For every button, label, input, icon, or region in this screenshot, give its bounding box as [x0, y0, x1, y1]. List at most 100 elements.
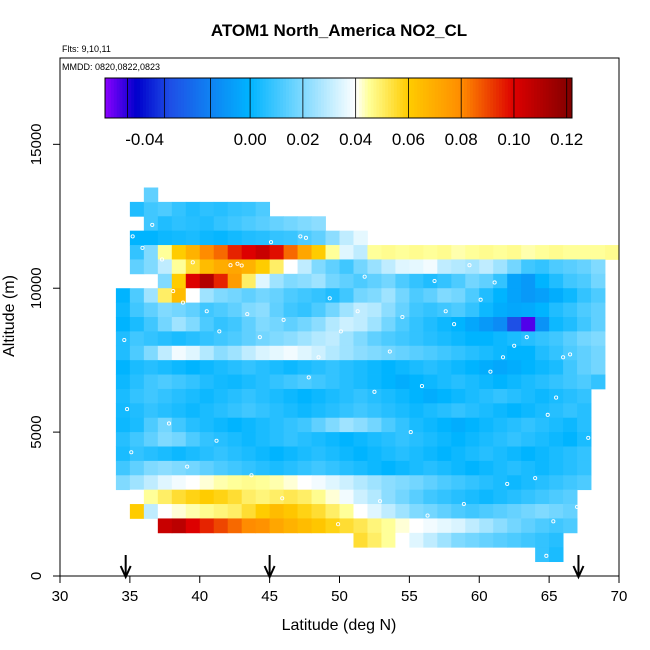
flight-point — [338, 329, 343, 334]
heatmap-cell — [493, 475, 508, 491]
flight-point — [280, 496, 285, 501]
heatmap-cell — [451, 302, 466, 318]
heatmap-cell — [143, 331, 159, 347]
colorbar-segment — [285, 78, 290, 118]
heatmap-cell — [129, 504, 145, 519]
colorbar-segment — [566, 78, 570, 118]
heatmap-cell — [115, 403, 131, 419]
heatmap-cell — [227, 388, 243, 404]
colorbar-segment — [455, 78, 459, 118]
heatmap-cell — [255, 245, 271, 260]
colorbar-segment — [452, 78, 456, 118]
heatmap-cell — [577, 446, 592, 462]
heatmap-cell — [115, 360, 131, 375]
colorbar-segment — [370, 78, 375, 118]
flight-point — [478, 297, 483, 302]
colorbar-segment — [376, 78, 380, 118]
heatmap-cell — [325, 446, 340, 462]
colorbar-segment — [461, 78, 465, 118]
colorbar-segment — [131, 78, 135, 118]
colorbar-segment — [536, 78, 541, 118]
heatmap-cell — [255, 360, 271, 375]
heatmap-cell — [255, 331, 271, 347]
heatmap-cell — [381, 374, 396, 390]
flight-point — [400, 314, 405, 320]
heatmap-cell — [409, 273, 424, 289]
heatmap-cell — [563, 288, 578, 304]
flight-point — [568, 352, 573, 357]
heatmap-cell — [535, 518, 550, 534]
x-axis: 30 35 40 45 50 55 60 65 70 — [52, 576, 627, 605]
heatmap-cell — [465, 403, 480, 419]
heatmap-cell — [395, 259, 410, 275]
heatmap-cell — [465, 273, 480, 289]
heatmap-cell — [465, 345, 480, 361]
heatmap-cell — [563, 259, 578, 275]
heatmap-cell — [549, 432, 564, 447]
heatmap-cell — [591, 302, 606, 318]
colorbar-segment — [180, 78, 185, 118]
heatmap-cell — [157, 201, 173, 217]
heatmap-cell — [185, 460, 201, 476]
heatmap-cell — [423, 245, 438, 260]
heatmap-cell — [269, 345, 284, 361]
heatmap-cell — [213, 216, 229, 232]
heatmap-cell — [283, 331, 298, 347]
colorbar-segment — [160, 78, 164, 118]
heatmap-cell — [409, 374, 424, 390]
heatmap-cell — [451, 489, 466, 505]
heatmap-cell — [507, 302, 522, 318]
heatmap-cell — [591, 288, 606, 304]
heatmap-cell — [353, 532, 368, 548]
colorbar-segment — [116, 78, 121, 118]
heatmap-cell — [507, 403, 522, 419]
heatmap-cell — [437, 288, 452, 304]
heatmap-cell — [353, 446, 368, 462]
heatmap-cell — [507, 446, 522, 462]
heatmap-cell — [129, 446, 145, 462]
heatmap-cell — [129, 360, 145, 375]
colorbar-segment — [166, 78, 170, 118]
heatmap-cell — [255, 460, 271, 476]
heatmap-cell — [479, 403, 494, 419]
heatmap-cell — [437, 403, 452, 419]
heatmap-cell — [115, 460, 131, 476]
heatmap-cell — [185, 518, 201, 534]
heatmap-cell — [297, 331, 312, 347]
heatmap-cell — [339, 518, 354, 534]
heatmap-cell — [171, 504, 187, 519]
heatmap-cell — [367, 432, 382, 447]
heatmap-cell — [395, 417, 410, 433]
colorbar-segment — [227, 78, 232, 118]
colorbar-segment — [145, 78, 150, 118]
heatmap-cell — [185, 331, 201, 347]
heatmap-cell — [521, 532, 536, 548]
heatmap-cell — [129, 403, 145, 419]
heatmap-cell — [395, 273, 410, 289]
colorbar-segment — [391, 78, 395, 118]
heatmap-cell — [535, 317, 550, 332]
colorbar-segment — [361, 78, 366, 118]
flight-point — [239, 263, 244, 268]
heatmap-cell — [577, 331, 592, 347]
heatmap-cell — [423, 403, 438, 419]
colorbar-segment — [312, 78, 316, 118]
heatmap-cell — [297, 317, 312, 332]
heatmap-cell — [367, 446, 382, 462]
heatmap-cell — [171, 360, 187, 375]
heatmap-cell — [423, 504, 438, 519]
heatmap-cell — [311, 460, 326, 476]
heatmap-cell — [395, 302, 410, 318]
heatmap-cell — [367, 245, 382, 260]
heatmap-cell — [577, 403, 592, 419]
heatmap-cell — [353, 374, 368, 390]
heatmap-cell — [227, 360, 243, 375]
heatmap-cell — [339, 317, 354, 332]
heatmap-cell — [297, 273, 312, 289]
heatmap-cell — [339, 302, 354, 318]
heatmap-cell — [255, 259, 271, 275]
heatmap-cell — [521, 504, 536, 519]
heatmap-cell — [465, 446, 480, 462]
heatmap-cell — [563, 360, 578, 375]
